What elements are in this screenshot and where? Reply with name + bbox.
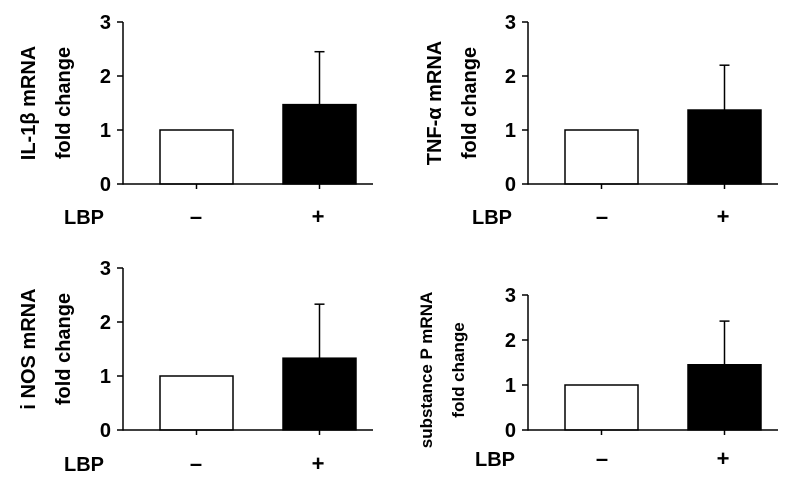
y-tick-label: 2 [505,66,516,88]
y-axis-label-line-1: TNF-α mRNA [424,41,446,166]
bar-control [564,129,639,185]
y-tick-label: 1 [100,120,111,142]
y-tick-label: 2 [100,312,111,334]
y-tick-label: 3 [100,12,111,34]
y-tick-label: 1 [100,366,111,388]
y-axis-label-line-2: fold change [53,47,75,159]
y-axis-label-line-1: IL-1β mRNA [18,46,40,160]
x-group-label: LBP [64,207,104,229]
y-axis-label-line-2: fold change [53,293,75,405]
bar-control [159,129,234,185]
x-category-label-plus: + [717,446,730,471]
y-tick-label: 0 [505,174,516,196]
bar-lbp [687,364,762,431]
y-tick-label: 3 [505,285,516,307]
bar-lbp [282,103,357,185]
y-tick-label: 1 [505,120,516,142]
chart-panel-3: 0 1 2 3 i NOS mRNA fold change LBP – + [18,258,373,476]
x-group-label: LBP [475,449,515,471]
x-category-label-minus: – [190,451,202,476]
y-axis-label-line-2: fold change [449,322,468,417]
x-group-label: LBP [472,207,512,229]
y-axis-label-line-1: i NOS mRNA [18,288,40,409]
y-tick-label: 1 [505,375,516,397]
y-tick-label: 2 [100,66,111,88]
y-tick-label: 3 [100,258,111,280]
y-tick-label: 2 [505,330,516,352]
x-category-label-plus: + [717,204,730,229]
bar-control [159,375,234,431]
y-axis-label-line-1: substance P mRNA [417,292,436,449]
y-tick-label: 0 [100,174,111,196]
x-category-label-minus: – [596,204,608,229]
chart-panel-2: 0 1 2 3 TNF-α mRNA fold change LBP – + [424,12,778,229]
y-tick-label: 3 [505,12,516,34]
chart-panel-4: 0 1 2 3 substance P mRNA fold change LBP – + [417,285,778,471]
x-category-label-minus: – [190,204,202,229]
x-category-label-minus: – [596,446,608,471]
y-tick-label: 0 [505,420,516,442]
bar-lbp [687,109,762,185]
x-category-label-plus: + [312,451,325,476]
bar-lbp [282,357,357,431]
y-tick-label: 0 [100,420,111,442]
chart-panel-1: 0 1 2 3 IL-1β mRNA fold change LBP – + [18,12,373,229]
y-axis-label-line-2: fold change [459,47,481,159]
x-category-label-plus: + [312,204,325,229]
x-group-label: LBP [64,454,104,476]
bar-control [564,384,639,431]
